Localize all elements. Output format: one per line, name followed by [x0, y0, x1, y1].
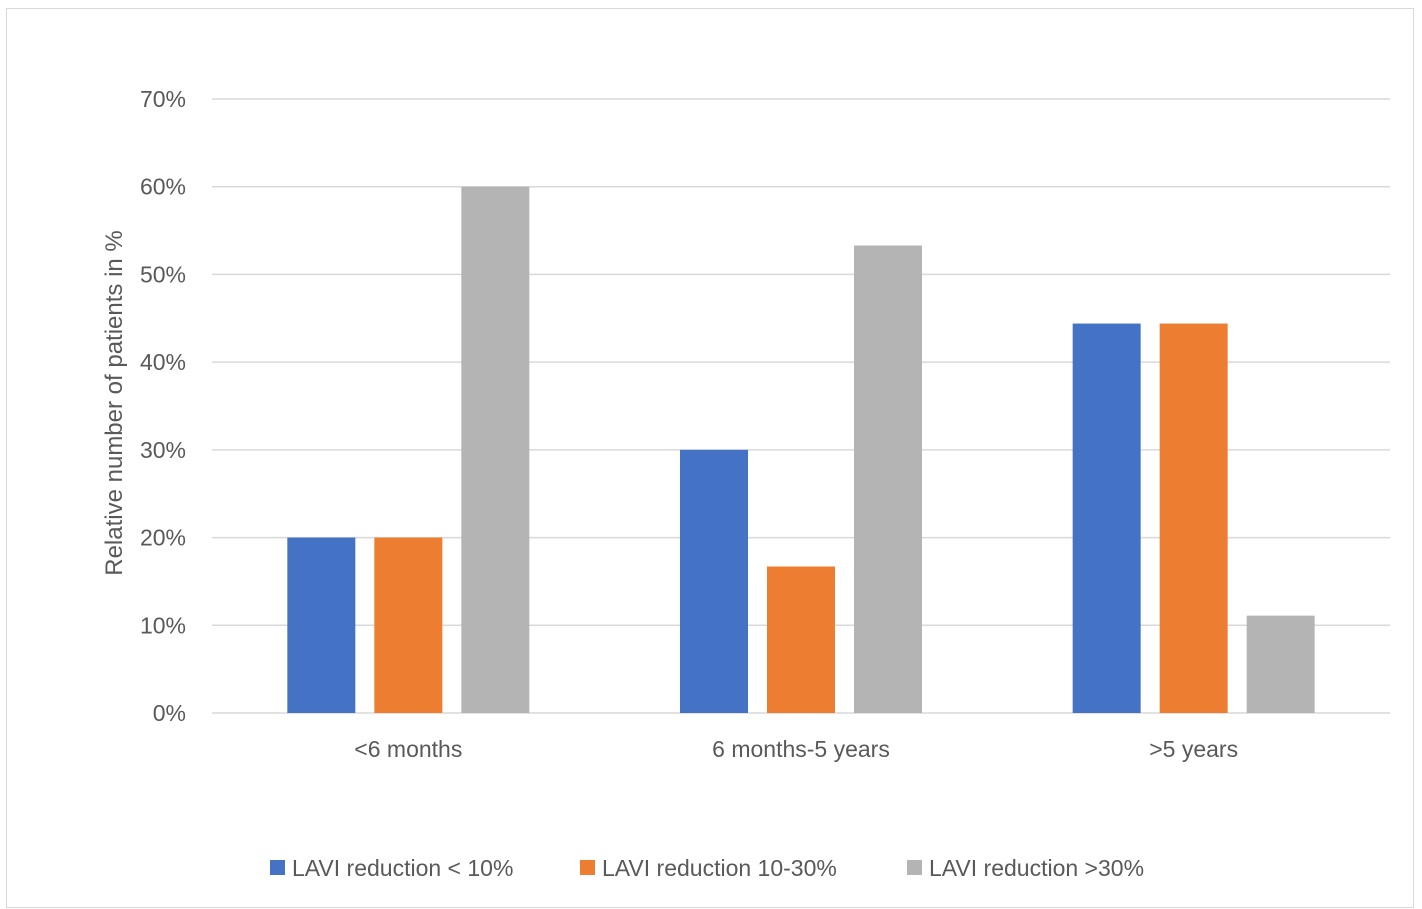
legend-label: LAVI reduction < 10% [292, 855, 513, 881]
legend-label: LAVI reduction >30% [929, 855, 1144, 881]
y-tick-label: 70% [140, 86, 186, 112]
x-tick-label: 6 months-5 years [712, 736, 890, 762]
bar-series1-cat2 [1159, 323, 1228, 713]
bar-series2-cat0 [461, 186, 530, 713]
x-tick-label: <6 months [354, 736, 462, 762]
legend-label: LAVI reduction 10-30% [602, 855, 837, 881]
y-tick-label: 50% [140, 261, 186, 287]
bar-series0-cat2 [1072, 323, 1141, 713]
x-axis-ticks: <6 months 6 months-5 years >5 years [354, 736, 1238, 762]
legend-swatch [270, 860, 285, 875]
bar-series1-cat0 [374, 537, 443, 713]
y-tick-label: 0% [153, 700, 186, 726]
bar-series2-cat2 [1246, 615, 1315, 713]
y-tick-label: 30% [140, 437, 186, 463]
bar-series2-cat1 [854, 245, 922, 714]
bars [287, 186, 1315, 714]
y-tick-label: 60% [140, 174, 186, 200]
bar-series1-cat1 [767, 566, 835, 713]
y-tick-label: 20% [140, 525, 186, 551]
legend-swatch [907, 860, 922, 875]
bar-series0-cat0 [287, 537, 356, 713]
y-tick-label: 40% [140, 349, 186, 375]
y-axis-ticks: 0% 10% 20% 30% 40% 50% 60% 70% [140, 86, 186, 726]
y-axis-title: Relative number of patients in % [101, 230, 128, 576]
legend-swatch [580, 860, 595, 875]
legend: LAVI reduction < 10% LAVI reduction 10-30… [270, 855, 1144, 881]
x-tick-label: >5 years [1149, 736, 1238, 762]
y-tick-label: 10% [140, 612, 186, 638]
bar-series0-cat1 [680, 449, 748, 713]
